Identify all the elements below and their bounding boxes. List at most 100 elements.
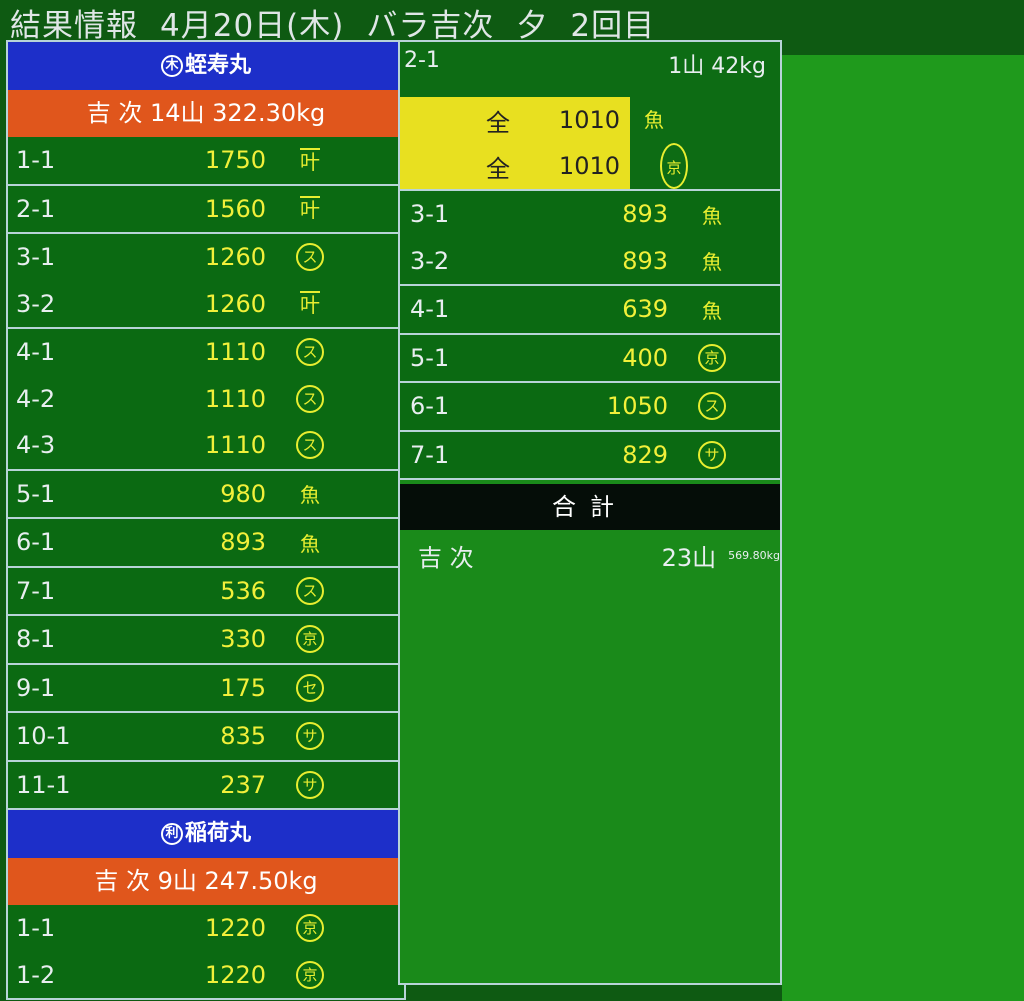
ship-mark-icon: 利 [160, 823, 183, 845]
market-mark-icon: 魚 [300, 483, 320, 508]
lot-number: 4-1 [16, 338, 56, 367]
lot-number: 1-1 [16, 914, 56, 943]
market-mark-icon: 京 [296, 625, 324, 654]
ship-mark-icon: 木 [160, 55, 183, 77]
table-row: 7-1 536 ス [8, 568, 404, 615]
lot-number: 4-2 [16, 384, 56, 413]
table-row: 11-1 237 サ [8, 762, 404, 809]
table-row: 3-2 1260 叶 [8, 281, 404, 328]
market-mark-icon: 京 [660, 143, 688, 189]
ship-header: 利稲荷丸 [8, 810, 404, 858]
price-value: 1050 [606, 392, 668, 421]
highlight-mark: 魚 [630, 97, 688, 143]
market-mark-icon: 京 [698, 343, 726, 372]
lot-group: 5-1 400 京 [400, 334, 780, 383]
price-value: 175 [220, 673, 266, 702]
lot-group: 7-1 536 ス [8, 567, 404, 616]
price-value: 639 [622, 295, 668, 324]
market-mark-icon: 魚 [702, 298, 722, 323]
price-value: 1220 [204, 960, 266, 989]
lot-group: 11-1 237 サ [8, 761, 404, 810]
lot-group: 10-1 835 サ [8, 713, 404, 762]
table-row: 9-1 175 セ [8, 665, 404, 712]
table-row: 5-1 400 京 [400, 335, 780, 382]
price-value: 1110 [204, 384, 266, 413]
lot-number: 1-1 [16, 146, 56, 175]
left-results-column: 木蛭寿丸吉 次 14山 322.30kg 1-1 1750 叶 2-1 1560 叶 3-1 1… [6, 40, 406, 1000]
title-label: 結果情報 [10, 8, 138, 44]
lot-number: 6-1 [16, 528, 56, 557]
table-row: 5-1 980 魚 [8, 471, 404, 518]
lot-group: 3-1 893 魚 3-2 893 魚 [400, 191, 780, 286]
ship-name: 稲荷丸 [184, 821, 251, 846]
market-mark-icon: 魚 [300, 531, 320, 556]
lot-group: 4-1 1110 ス 4-2 1110 ス 4-3 1110 ス [8, 329, 404, 471]
market-mark-icon: サ [296, 722, 324, 751]
price-value: 980 [220, 479, 266, 508]
market-mark-icon: 叶 [300, 293, 320, 318]
price-value: 536 [220, 576, 266, 605]
lot-number: 3-1 [410, 200, 450, 229]
market-mark-icon: ス [296, 576, 324, 605]
price-value: 893 [220, 528, 266, 557]
price-value: 1750 [204, 146, 266, 175]
lot-quantity: 1山 42kg [668, 54, 766, 79]
market-mark-icon: セ [296, 673, 324, 702]
page-title: 結果情報 4月20日(木) バラ吉次夕 2回目 [10, 0, 677, 44]
lot-number: 3-1 [16, 243, 56, 272]
price-value: 237 [220, 770, 266, 799]
lot-number: 11-1 [16, 770, 71, 799]
lot-group: 9-1 175 セ [8, 664, 404, 713]
lot-group: 7-1 829 サ [400, 431, 780, 480]
market-mark-icon: サ [296, 770, 324, 799]
highlight-row: 全 1010 [400, 97, 630, 143]
table-row: 4-1 639 魚 [400, 286, 780, 333]
highlight-row: 全 1010 [400, 143, 630, 189]
table-row: 4-1 1110 ス [8, 329, 404, 376]
market-mark-icon: ス [296, 431, 324, 460]
lot-group: 6-1 893 魚 [8, 519, 404, 568]
highlight-price: 1010 [558, 152, 620, 180]
table-row: 4-2 1110 ス [8, 376, 404, 423]
lot-number: 2-1 [404, 48, 440, 73]
table-row: 1-1 1220 京 [8, 905, 404, 952]
table-row: 6-1 1050 ス [400, 383, 780, 430]
lot-header: 2-1 1山 42kg [400, 42, 780, 97]
table-row: 3-1 893 魚 [400, 191, 780, 238]
lot-number: 10-1 [16, 722, 71, 751]
lot-number: 8-1 [16, 625, 56, 654]
market-mark-icon: 魚 [702, 203, 722, 228]
market-mark-icon: ス [296, 243, 324, 272]
lot-number: 4-3 [16, 431, 56, 460]
lot-number: 7-1 [16, 576, 56, 605]
price-value: 829 [622, 440, 668, 469]
highlight-price: 1010 [558, 106, 620, 134]
table-row: 6-1 893 魚 [8, 519, 404, 566]
table-row: 4-3 1110 ス [8, 422, 404, 469]
market-mark-icon: 魚 [702, 250, 722, 275]
total-row: 吉 次 23山 569.80kg [400, 530, 780, 580]
lot-number: 2-1 [16, 194, 56, 223]
price-value: 1260 [204, 243, 266, 272]
lot-number: 5-1 [410, 343, 450, 372]
total-header: 合計 [400, 484, 780, 530]
lot-number: 4-1 [410, 295, 450, 324]
middle-results-column: 2-1 1山 42kg 全 1010 全 1010 魚京 3-1 893 魚 3-2 893 魚… [398, 40, 782, 985]
price-value: 1260 [204, 289, 266, 318]
price-value: 1110 [204, 431, 266, 460]
lot-number: 9-1 [16, 673, 56, 702]
market-mark-icon: 叶 [300, 198, 320, 223]
market-mark-icon: 魚 [644, 108, 664, 132]
ship-header: 木蛭寿丸 [8, 42, 404, 90]
table-row: 7-1 829 サ [400, 432, 780, 479]
market-mark-icon: サ [698, 440, 726, 469]
price-value: 1220 [204, 914, 266, 943]
market-mark-icon: ス [296, 384, 324, 413]
table-row: 2-1 1560 叶 [8, 186, 404, 233]
price-value: 893 [622, 200, 668, 229]
highlight-block: 全 1010 全 1010 魚京 [400, 97, 780, 191]
buyer-summary: 吉 次 14山 322.30kg [8, 90, 404, 137]
lot-number: 7-1 [410, 440, 450, 469]
market-mark-icon: ス [698, 392, 726, 421]
market-mark-icon: 叶 [300, 149, 320, 174]
